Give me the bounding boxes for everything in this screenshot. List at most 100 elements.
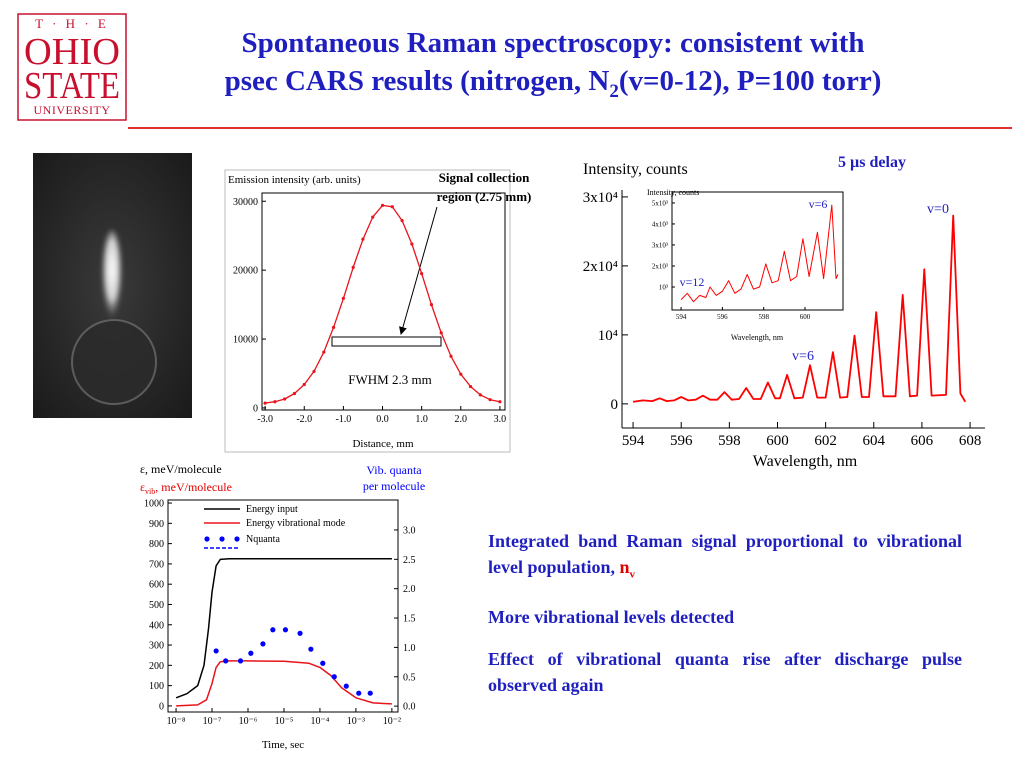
- y2-tick-label: 0.5: [403, 672, 416, 683]
- logo-university: UNIVERSITY: [34, 103, 111, 117]
- data-point: [282, 627, 289, 633]
- title-part: psec CARS results (nitrogen, N: [225, 65, 610, 97]
- data-point: [297, 630, 303, 636]
- y-tick-label: 0: [159, 701, 164, 712]
- x-tick-label: 10⁻⁶: [239, 716, 258, 727]
- data-point: [351, 265, 355, 269]
- y2-tick-label: 2.5: [403, 555, 416, 566]
- y-tick-label: 400: [149, 620, 164, 631]
- data-point: [341, 296, 345, 300]
- data-point: [270, 627, 276, 633]
- plasma-glow: [101, 230, 123, 330]
- data-point: [356, 690, 362, 696]
- y-tick-label: 300: [149, 641, 164, 652]
- chart-label: Vib. quanta: [366, 463, 422, 477]
- bullet-text: Integrated band Raman signal proportiona…: [488, 531, 962, 577]
- y-tick-label: 30000: [233, 197, 258, 208]
- x-tick-label: 594: [622, 433, 645, 449]
- data-point: [459, 372, 463, 376]
- y-tick-label: 900: [149, 519, 164, 530]
- data-point: [237, 658, 244, 664]
- data-point: [308, 646, 314, 652]
- bullet-text: More vibrational levels detected: [488, 606, 735, 627]
- data-point: [302, 382, 306, 387]
- chart-label: FWHM 2.3 mm: [348, 372, 431, 387]
- x-tick-label: 606: [911, 433, 934, 449]
- data-point: [371, 215, 375, 219]
- data-point: [429, 303, 434, 307]
- data-point: [410, 242, 414, 246]
- data-point: [248, 650, 254, 656]
- bullet-text: n: [619, 557, 630, 577]
- y-tick-label: 0: [253, 403, 258, 414]
- y-label-vib: εvib, meV/molecule: [140, 480, 232, 496]
- chart-label: Distance, mm: [352, 438, 414, 450]
- bullet: Effect of vibrational quanta rise after …: [488, 646, 962, 698]
- data-point: [312, 369, 316, 374]
- x-tick-label: 10⁻⁷: [203, 716, 222, 727]
- y-tick-label: 20000: [233, 266, 258, 277]
- data-point: [343, 683, 349, 689]
- data-point: [331, 674, 337, 680]
- data-point: [332, 325, 336, 329]
- x-tick-label: 3.0: [494, 414, 507, 425]
- x-tick-label: 10⁻⁴: [311, 716, 330, 727]
- data-point: [498, 400, 502, 404]
- series-line: [176, 660, 392, 707]
- data-point: [449, 354, 453, 358]
- label-part: vib: [145, 487, 155, 496]
- data-point: [320, 660, 326, 666]
- bullet-text: v: [629, 568, 636, 581]
- data-point: [260, 641, 266, 647]
- y-tick-label: 10³: [659, 283, 668, 291]
- x-tick-label: 10⁻³: [347, 716, 365, 727]
- y-tick-label: 100: [149, 681, 164, 692]
- data-point: [367, 690, 373, 696]
- electrode: [71, 319, 157, 405]
- x-tick-label: -3.0: [257, 414, 273, 425]
- chart-label: Wavelength, nm: [731, 333, 784, 342]
- data-point: [292, 391, 297, 396]
- x-tick-label: 608: [959, 433, 982, 449]
- bullet: Integrated band Raman signal proportiona…: [488, 528, 962, 588]
- y-tick-label: 2x10⁴: [583, 259, 618, 275]
- data-point: [380, 203, 385, 207]
- chart-label: v=6: [792, 349, 814, 364]
- x-tick-label: 600: [800, 313, 811, 321]
- chart-label: ε, meV/molecule: [140, 462, 222, 476]
- x-tick-label: 1.0: [415, 414, 428, 425]
- y-tick-label: 0: [611, 397, 619, 413]
- title-line: Spontaneous Raman spectroscopy: consiste…: [241, 27, 864, 59]
- y-tick-label: 10000: [233, 335, 258, 346]
- y-tick-label: 4x10³: [652, 220, 668, 228]
- chart-label: Signal collection: [439, 170, 530, 185]
- y-tick-label: 600: [149, 580, 164, 591]
- x-tick-label: 598: [758, 313, 769, 321]
- plot-frame: [261, 192, 506, 411]
- y-tick-label: 500: [149, 600, 164, 611]
- legend-swatch: [234, 536, 240, 542]
- data-point: [439, 331, 443, 335]
- bullet: More vibrational levels detected: [488, 604, 962, 630]
- x-tick-label: 598: [718, 433, 741, 449]
- chart-label: Time, sec: [262, 739, 304, 751]
- x-tick-label: 10⁻⁸: [167, 716, 186, 727]
- data-point: [468, 384, 473, 389]
- title-line: psec CARS results (nitrogen, N2(v=0-12),…: [225, 65, 882, 102]
- data-point: [361, 237, 365, 241]
- x-tick-label: 594: [676, 313, 687, 321]
- plot-frame: [671, 191, 844, 311]
- title-part: (v=0-12), P=100 torr): [619, 65, 882, 97]
- data-point: [420, 272, 424, 276]
- logo-ohio: OHIO: [24, 31, 120, 73]
- legend-swatch: [204, 536, 210, 542]
- y-tick-label: 800: [149, 539, 164, 550]
- chart-label: Intensity, counts: [583, 161, 688, 178]
- chart-label: v=12: [680, 275, 705, 289]
- y2-tick-label: 2.0: [403, 584, 416, 595]
- chart-label: Intensity, counts: [647, 188, 699, 197]
- signal-region: [331, 336, 442, 347]
- x-tick-label: -2.0: [296, 414, 312, 425]
- data-point: [283, 397, 287, 401]
